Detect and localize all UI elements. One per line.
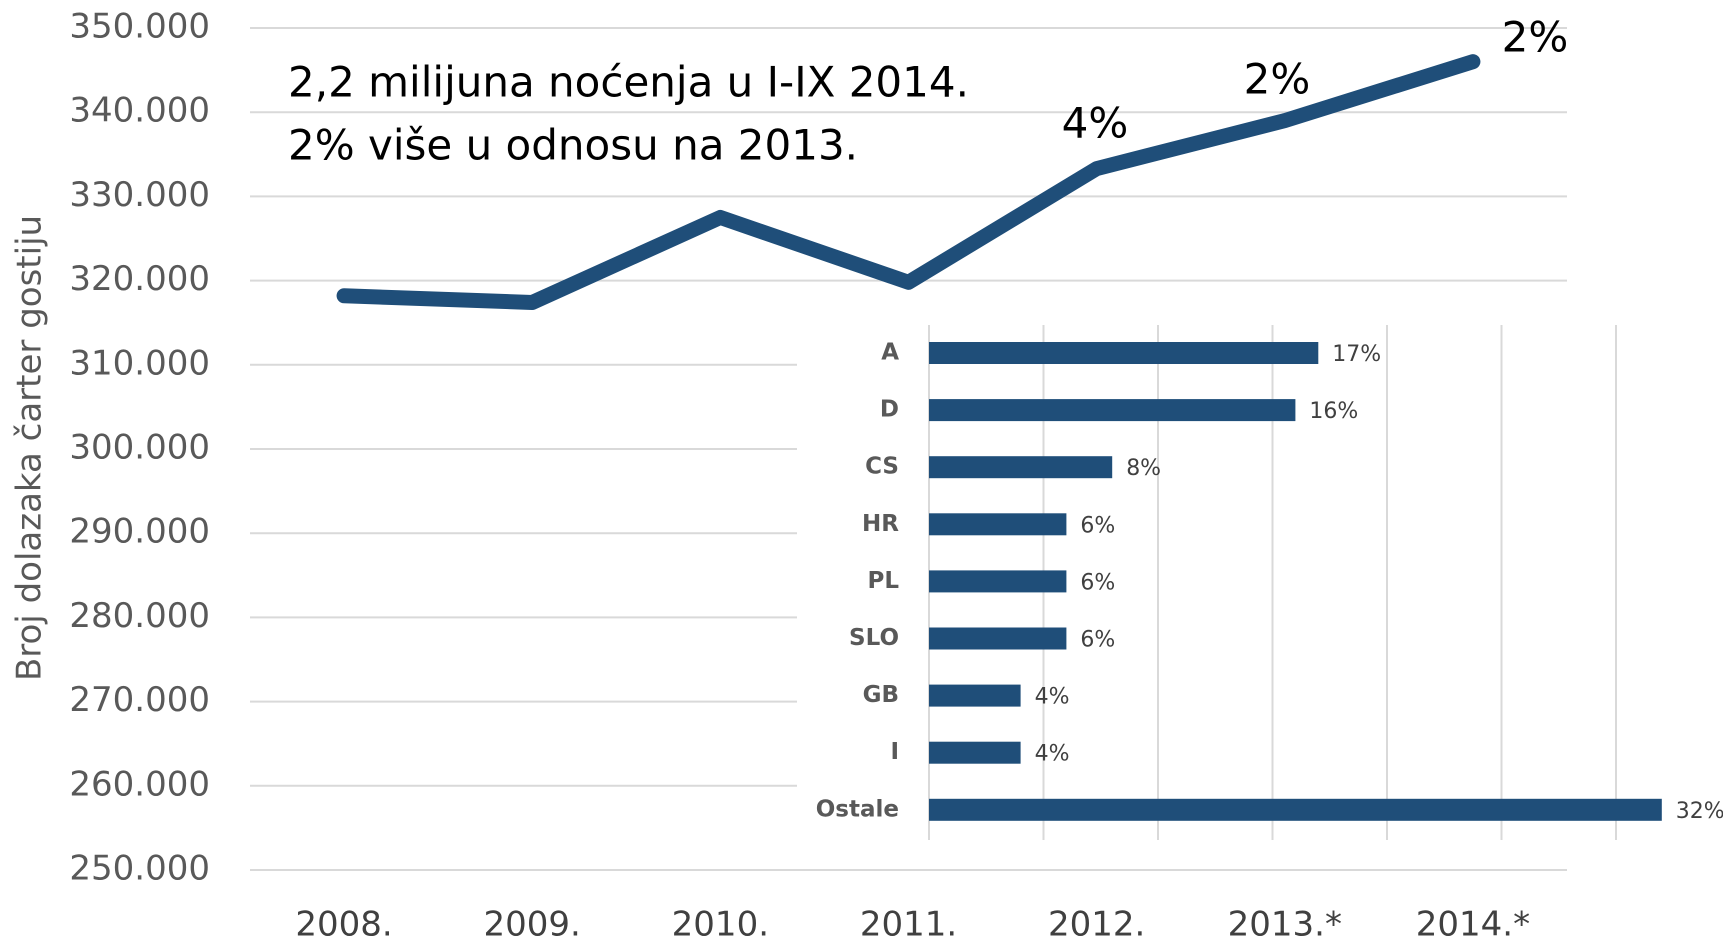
y-tick-label: GB: [863, 682, 899, 708]
y-tick-label: 330.000: [69, 175, 210, 215]
y-tick-label: 350.000: [69, 7, 210, 47]
y-tick-label: A: [881, 340, 899, 366]
data-label: 6%: [1080, 513, 1115, 538]
y-tick-label: HR: [862, 511, 899, 537]
data-label: 4%: [1035, 742, 1070, 767]
bar: [929, 399, 1296, 422]
x-tick-label: 2013.*: [1228, 905, 1342, 945]
text-box-line: 2,2 milijuna noćenja u I-IX 2014.: [288, 58, 969, 107]
bar: [929, 570, 1067, 593]
y-tick-label: 340.000: [69, 91, 210, 131]
annotation: 4%: [1062, 99, 1129, 148]
y-tick-label: 260.000: [69, 764, 210, 804]
y-tick-label: 310.000: [69, 343, 210, 383]
x-tick-label: 2010.: [672, 905, 769, 945]
data-label: 32%: [1676, 799, 1723, 824]
text-box-line: 2% više u odnosu na 2013.: [288, 121, 858, 170]
x-tick-label: 2008.: [295, 905, 392, 945]
y-axis-label: Broj dolazaka čarter gostiju: [10, 215, 50, 681]
data-label: 8%: [1126, 456, 1161, 481]
data-label: 6%: [1080, 570, 1115, 595]
x-tick-label: 2009.: [484, 905, 581, 945]
annotation: 2%: [1502, 13, 1569, 62]
y-tick-label: PL: [867, 568, 899, 594]
y-tick-label: 320.000: [69, 259, 210, 299]
annotation: 2%: [1244, 55, 1311, 104]
bar: [929, 456, 1113, 479]
y-tick-label: 270.000: [69, 680, 210, 720]
x-tick-label: 2011.: [860, 905, 957, 945]
y-tick-label: CS: [865, 454, 899, 480]
y-tick-label: 250.000: [69, 849, 210, 889]
data-label: 6%: [1080, 628, 1115, 653]
y-tick-label: Ostale: [816, 796, 899, 822]
bar: [929, 798, 1662, 821]
x-tick-label: 2014.*: [1416, 905, 1530, 945]
data-label: 4%: [1035, 685, 1070, 710]
bar: [929, 684, 1021, 707]
data-label: 16%: [1309, 399, 1358, 424]
y-tick-label: D: [880, 397, 899, 423]
bar: [929, 741, 1021, 764]
y-tick-label: 290.000: [69, 512, 210, 552]
bar: [929, 342, 1319, 364]
bar: [929, 627, 1067, 650]
data-label: 17%: [1332, 342, 1381, 367]
y-tick-label: 300.000: [69, 428, 210, 468]
bar: [929, 513, 1067, 536]
x-tick-label: 2012.: [1048, 905, 1145, 945]
y-tick-label: I: [890, 739, 899, 765]
line: [336, 54, 1481, 310]
y-tick-label: 280.000: [69, 596, 210, 636]
y-tick-label: SLO: [849, 625, 899, 651]
